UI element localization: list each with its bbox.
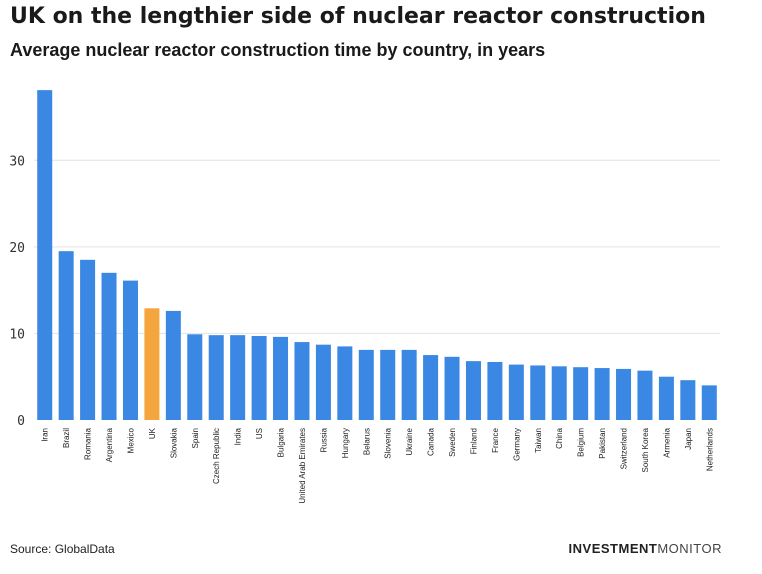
bar-iran	[37, 90, 53, 420]
bar-united-arab-emirates	[294, 342, 310, 420]
x-tick-label: Finland	[469, 428, 478, 454]
x-tick-label: Ukraine	[405, 427, 414, 455]
x-tick-label: Switzerland	[620, 428, 629, 469]
bar-romania	[80, 259, 96, 420]
x-tick-label: Russia	[319, 427, 328, 452]
x-tick-label: Czech Republic	[212, 428, 221, 484]
bar-russia	[315, 344, 331, 420]
bar-france	[487, 361, 503, 420]
bar-canada	[423, 355, 439, 420]
bar-uk	[144, 308, 160, 420]
bar-mexico	[122, 280, 138, 420]
chart-title: UK on the lengthier side of nuclear reac…	[10, 4, 706, 29]
bar-switzerland	[616, 368, 632, 420]
bar-slovenia	[380, 349, 396, 420]
x-tick-label: China	[555, 427, 564, 448]
bar-south-korea	[637, 370, 653, 420]
x-tick-label: Belgium	[577, 428, 586, 457]
bar-china	[551, 366, 567, 420]
x-tick-label: Slovakia	[169, 427, 178, 458]
y-tick-label: 30	[9, 154, 25, 169]
y-tick-label: 10	[9, 327, 25, 342]
bar-finland	[465, 361, 481, 420]
x-tick-label: Argentina	[105, 427, 114, 462]
x-tick-label: Spain	[191, 428, 200, 448]
bar-japan	[680, 380, 696, 420]
bar-argentina	[101, 272, 117, 420]
bar-slovakia	[165, 310, 181, 420]
x-tick-label: South Korea	[641, 427, 650, 472]
x-tick-label: Canada	[427, 427, 436, 456]
bar-bulgaria	[273, 336, 289, 420]
x-tick-label: Japan	[684, 428, 693, 450]
brand-logo: INVESTMENTMONITOR	[569, 541, 722, 556]
x-tick-label: Armenia	[662, 427, 671, 457]
x-tick-label: UK	[148, 427, 157, 439]
brand-bold: INVESTMENT	[568, 541, 658, 556]
x-tick-label: Romania	[84, 427, 93, 460]
bars	[37, 90, 717, 420]
x-tick-label: Mexico	[126, 427, 135, 453]
bar-taiwan	[530, 365, 546, 420]
bar-spain	[187, 334, 203, 420]
x-tick-label: France	[491, 427, 500, 452]
bar-czech-republic	[208, 335, 224, 420]
bar-sweden	[444, 356, 460, 420]
bar-netherlands	[701, 385, 717, 420]
x-axis-labels: Iran Brazil Romania Argentina Mexico UK Slovak…	[41, 427, 715, 503]
x-tick-label: Taiwan	[534, 428, 543, 453]
bar-belgium	[573, 367, 589, 420]
x-tick-label: United Arab Emirates	[298, 428, 307, 504]
bar-belarus	[358, 349, 374, 420]
x-tick-label: Brazil	[62, 428, 71, 448]
y-tick-label: 0	[17, 414, 25, 429]
bar-pakistan	[594, 368, 610, 420]
chart-subtitle: Average nuclear reactor construction tim…	[10, 40, 546, 60]
bar-brazil	[58, 251, 74, 420]
x-tick-label: Netherlands	[705, 428, 714, 471]
x-tick-label: Slovenia	[384, 427, 393, 458]
brand-light: MONITOR	[657, 541, 722, 556]
x-tick-label: Hungary	[341, 428, 350, 458]
x-tick-label: Pakistan	[598, 428, 607, 459]
x-tick-label: Germany	[512, 428, 521, 461]
bar-germany	[508, 364, 524, 420]
bar-armenia	[658, 376, 674, 420]
x-tick-label: Iran	[41, 428, 50, 442]
x-tick-label: India	[234, 427, 243, 445]
bar-india	[230, 335, 246, 420]
y-axis-ticks: 0 10 20 30	[9, 154, 25, 429]
x-tick-label: Sweden	[448, 428, 457, 457]
y-tick-label: 20	[9, 241, 25, 256]
x-tick-label: US	[255, 428, 264, 439]
bar-hungary	[337, 346, 353, 420]
bar-ukraine	[401, 349, 417, 420]
bar-us	[251, 336, 267, 420]
x-tick-label: Belarus	[362, 428, 371, 455]
x-tick-label: Bulgaria	[277, 427, 286, 457]
source-note: Source: GlobalData	[10, 542, 115, 556]
